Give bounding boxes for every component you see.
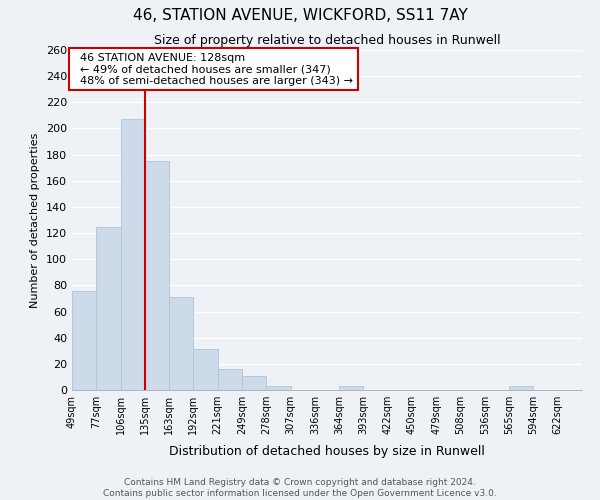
- Bar: [266, 386, 290, 390]
- Bar: [242, 376, 266, 390]
- X-axis label: Distribution of detached houses by size in Runwell: Distribution of detached houses by size …: [169, 446, 485, 458]
- Bar: [145, 161, 169, 390]
- Bar: [121, 120, 145, 390]
- Title: Size of property relative to detached houses in Runwell: Size of property relative to detached ho…: [154, 34, 500, 48]
- Text: 46 STATION AVENUE: 128sqm
  ← 49% of detached houses are smaller (347)
  48% of : 46 STATION AVENUE: 128sqm ← 49% of detac…: [73, 52, 353, 86]
- Bar: [169, 297, 193, 390]
- Bar: [509, 386, 533, 390]
- Bar: [96, 226, 121, 390]
- Bar: [218, 369, 242, 390]
- Text: Contains HM Land Registry data © Crown copyright and database right 2024.
Contai: Contains HM Land Registry data © Crown c…: [103, 478, 497, 498]
- Text: 46, STATION AVENUE, WICKFORD, SS11 7AY: 46, STATION AVENUE, WICKFORD, SS11 7AY: [133, 8, 467, 22]
- Bar: [72, 290, 96, 390]
- Y-axis label: Number of detached properties: Number of detached properties: [31, 132, 40, 308]
- Bar: [193, 350, 218, 390]
- Bar: [339, 386, 364, 390]
